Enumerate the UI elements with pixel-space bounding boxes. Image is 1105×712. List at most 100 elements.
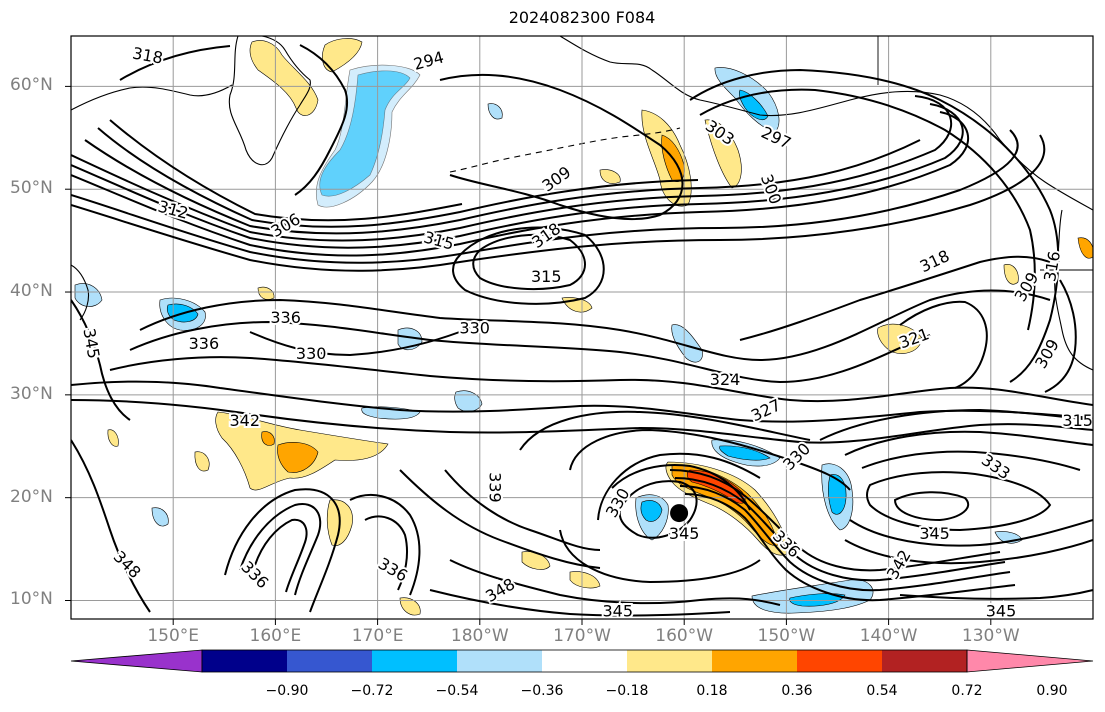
colorbar-tick: 0.90 bbox=[1036, 683, 1068, 699]
contour-line bbox=[611, 464, 751, 511]
contour-line bbox=[844, 539, 1093, 565]
contour-line bbox=[109, 356, 1093, 406]
contour-label: 309 bbox=[1031, 336, 1063, 372]
contour-line bbox=[119, 44, 349, 196]
colorbar-tick: 0.36 bbox=[781, 683, 813, 699]
contour-label: 318 bbox=[528, 219, 564, 252]
contour-label: 330 bbox=[459, 319, 490, 338]
contour-label: 345 bbox=[79, 327, 103, 360]
contour-line bbox=[139, 289, 1051, 362]
contour-line bbox=[452, 226, 605, 305]
shade-patch-yellow bbox=[399, 597, 421, 616]
contour-line bbox=[71, 111, 970, 257]
contour-line bbox=[71, 134, 1046, 272]
colorbar-tick: −0.54 bbox=[435, 683, 479, 699]
contour-line bbox=[71, 439, 151, 613]
shade-patch-orange bbox=[1077, 237, 1093, 259]
contour-label: 316 bbox=[1040, 250, 1064, 283]
contour-line bbox=[429, 589, 731, 617]
contour-layer bbox=[71, 44, 1093, 617]
shade-patch-lightblue bbox=[671, 324, 703, 363]
contour-line bbox=[899, 589, 1093, 600]
contour-line bbox=[519, 410, 811, 451]
contour-line bbox=[669, 469, 1001, 572]
shade-patch-lightblue bbox=[315, 64, 421, 208]
contour-line bbox=[689, 68, 1060, 383]
storm-center-marker bbox=[670, 504, 689, 523]
coastline-japan bbox=[71, 264, 90, 321]
shade-patch-yellow bbox=[107, 429, 119, 447]
contour-label: 339 bbox=[486, 472, 505, 503]
contour-line bbox=[71, 399, 1093, 444]
lat-label-30n: 30°N bbox=[10, 383, 53, 404]
contour-line bbox=[1044, 279, 1077, 393]
contour-line bbox=[109, 119, 463, 222]
shade-patch-lightblue bbox=[454, 390, 483, 412]
map-title: 2024082300 F084 bbox=[508, 8, 656, 27]
contour-line bbox=[472, 233, 586, 291]
contour-label: 336 bbox=[270, 308, 301, 327]
coastline-kamchatka bbox=[228, 36, 311, 166]
contour-line bbox=[893, 491, 970, 522]
contour-line bbox=[739, 255, 1051, 341]
contour-line bbox=[239, 503, 322, 596]
contour-line bbox=[97, 127, 699, 228]
colorbar-tick: −0.90 bbox=[265, 683, 309, 699]
lon-label-150w: 150°W bbox=[757, 626, 816, 646]
contour-label: 312 bbox=[156, 197, 190, 223]
contour-label: 330 bbox=[779, 439, 814, 474]
contour-line bbox=[399, 469, 601, 569]
colorbar-tick: −0.36 bbox=[520, 683, 564, 699]
colorbar-tick: 0.54 bbox=[866, 683, 898, 699]
shade-patch-orange bbox=[261, 431, 275, 446]
contour-label: 315 bbox=[1062, 411, 1093, 430]
lon-label-140w: 140°W bbox=[859, 626, 918, 646]
axis-ticks bbox=[65, 85, 992, 625]
shade-patch-yellow bbox=[521, 551, 551, 570]
contour-line bbox=[861, 450, 1081, 471]
contour-line bbox=[597, 452, 761, 521]
coastline-pacific-nw bbox=[1054, 209, 1093, 371]
lon-label-180w: 180°W bbox=[450, 626, 509, 646]
contour-line bbox=[84, 139, 921, 235]
contour-label: 294 bbox=[411, 48, 445, 74]
contour-line bbox=[254, 518, 308, 593]
contour-line bbox=[224, 488, 341, 613]
contour-line bbox=[849, 519, 1093, 547]
shade-patch-yellow bbox=[194, 451, 210, 472]
contour-label: 318 bbox=[131, 44, 164, 68]
contour-line bbox=[674, 477, 1006, 582]
contour-label: 345 bbox=[602, 601, 633, 620]
contour-line bbox=[71, 95, 953, 242]
shade-patch-lightblue bbox=[151, 507, 169, 527]
shade-patch-yellow bbox=[599, 169, 621, 184]
contour-label: 348 bbox=[482, 574, 518, 606]
contour-line bbox=[71, 380, 1093, 423]
contour-line bbox=[129, 320, 931, 384]
contour-label: 345 bbox=[669, 524, 700, 543]
contour-label: 336 bbox=[375, 554, 411, 586]
contour-label: 348 bbox=[110, 547, 145, 582]
lat-label-20n: 20°N bbox=[10, 486, 53, 507]
border-canada-us bbox=[877, 36, 1093, 271]
lat-label-50n: 50°N bbox=[10, 178, 53, 199]
shade-patch-blue bbox=[827, 474, 847, 515]
colorbar-tick: 0.18 bbox=[696, 683, 728, 699]
contour-label: 315 bbox=[531, 267, 562, 286]
lon-label-160e: 160°E bbox=[249, 626, 302, 646]
shade-patch-yellow bbox=[1003, 264, 1019, 285]
contour-line bbox=[444, 469, 601, 551]
lon-label-170e: 170°E bbox=[351, 626, 404, 646]
shade-patch-orange bbox=[277, 442, 319, 473]
shade-patch-blue bbox=[640, 500, 663, 522]
colorbar-tick: −0.18 bbox=[605, 683, 649, 699]
contour-line bbox=[819, 408, 1093, 441]
lon-label-160w: 160°W bbox=[655, 626, 714, 646]
contour-line bbox=[71, 299, 131, 421]
contour-line bbox=[364, 515, 408, 591]
lat-label-10n: 10°N bbox=[10, 589, 53, 610]
contour-line bbox=[684, 493, 1016, 602]
